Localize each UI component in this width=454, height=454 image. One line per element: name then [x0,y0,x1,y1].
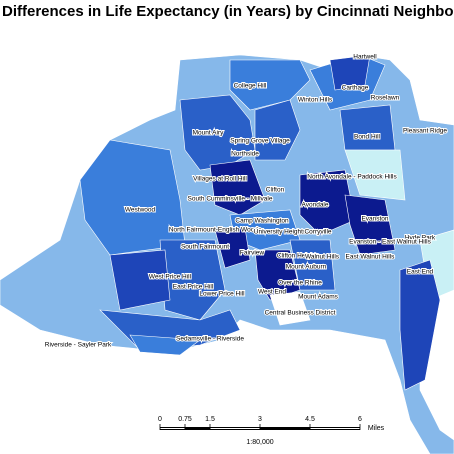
neighborhood-label: Lower Price Hill [199,291,245,298]
neighborhood-label: Clifton Heights [277,253,320,260]
map-title: Differences in Life Expectancy (in Years… [2,3,454,20]
scale-tick-label: 6 [358,416,362,423]
neighborhood-label: Mount Airy [193,130,224,137]
scale-bar-segment [260,428,310,429]
mount-airy [179,94,256,171]
hartwell [329,54,371,91]
scale-bar-segment [185,428,210,429]
neighborhood-label: South Cumminsville - Millvale [188,196,273,203]
scale-tick-label: 0 [158,416,162,423]
neighborhood-label: Hyde Park [405,235,436,242]
west-price-hill [109,249,171,311]
neighborhood-label: Sedamsville - Riverside [176,336,244,343]
north-fairmount [214,227,251,269]
scale-bar: 0 0.75 1.5 3 4.5 6 Miles 1:80,000 [158,416,385,446]
neighborhood-label: North Avondale - Paddock Hills [307,174,397,181]
neighborhood-label: Mount Adams [298,294,338,301]
neighborhood-label: Pleasant Ridge [403,128,447,135]
neighborhood-label: Hartwell [353,54,377,61]
neighborhood-label: College Hill [234,83,267,90]
paddock-hills [344,149,406,201]
neighborhood-label: West Price Hill [149,274,192,281]
westwood [79,139,186,256]
south-cumminsville [209,159,266,216]
neighborhood-label: North Fairmount-English Woods [169,227,262,234]
scale-bar-segment [210,428,260,429]
riverside [129,334,201,356]
neighborhood-label: Carthage [342,85,369,92]
neighborhood-label: Bond Hill [354,134,381,141]
neighborhood-label: East End [407,269,434,276]
neighborhood-label: Over the Rhine [278,280,322,287]
neighborhood-label: Riverside - Sayler Park [45,342,112,349]
neighborhood-label: Northside [231,151,259,158]
neighborhood-shapes [0,54,454,454]
neighborhood-label: Winton Hills [298,97,333,104]
bond-hill [339,104,396,151]
neighborhood-label: Central Business District [265,310,336,317]
evanston [344,194,396,256]
mount-auburn [289,239,336,291]
spring-grove [254,99,301,161]
neighborhood-label: Fairview [240,250,265,257]
neighborhood-label: Mount Auburn [286,264,327,271]
east-end-river [399,259,441,391]
neighborhood-label: Avondale [302,202,329,209]
neighborhood-label: Westwood [125,207,156,214]
neighborhood-label: Roselawn [371,95,400,102]
scale-ratio: 1:80,000 [246,439,273,446]
neighborhood-label: University Heights [254,229,307,236]
neighborhood-label: Spring Grove Village [230,138,290,145]
scale-bar-segment [160,428,185,429]
neighborhood-label: East Walnut Hills [346,254,396,261]
neighborhood-label: South Fairmount [181,244,229,251]
scale-tick-label: 4.5 [305,416,315,423]
neighborhood-label: Evanston - East Walnut Hills [349,239,432,246]
scale-tick-label: 3 [258,416,262,423]
scale-tick-label: 1.5 [205,416,215,423]
neighborhood-label: West End [258,289,286,296]
cbd [269,291,311,326]
scale-unit: Miles [368,425,385,432]
neighborhood-label: Villages at Roll Hill [193,176,247,183]
neighborhood-label: Evanston [361,216,388,223]
avondale [299,169,356,236]
neighborhood-label: East Price Hill [173,284,214,291]
neighborhood-label: Clifton [266,187,285,194]
scale-bar-segment [310,428,360,429]
neighborhood-label: Walnut Hills [305,254,340,261]
neighborhood-label: Corryville [304,229,331,236]
neighborhood-label: Camp Washington [235,218,289,225]
scale-tick-label: 0.75 [178,416,192,423]
